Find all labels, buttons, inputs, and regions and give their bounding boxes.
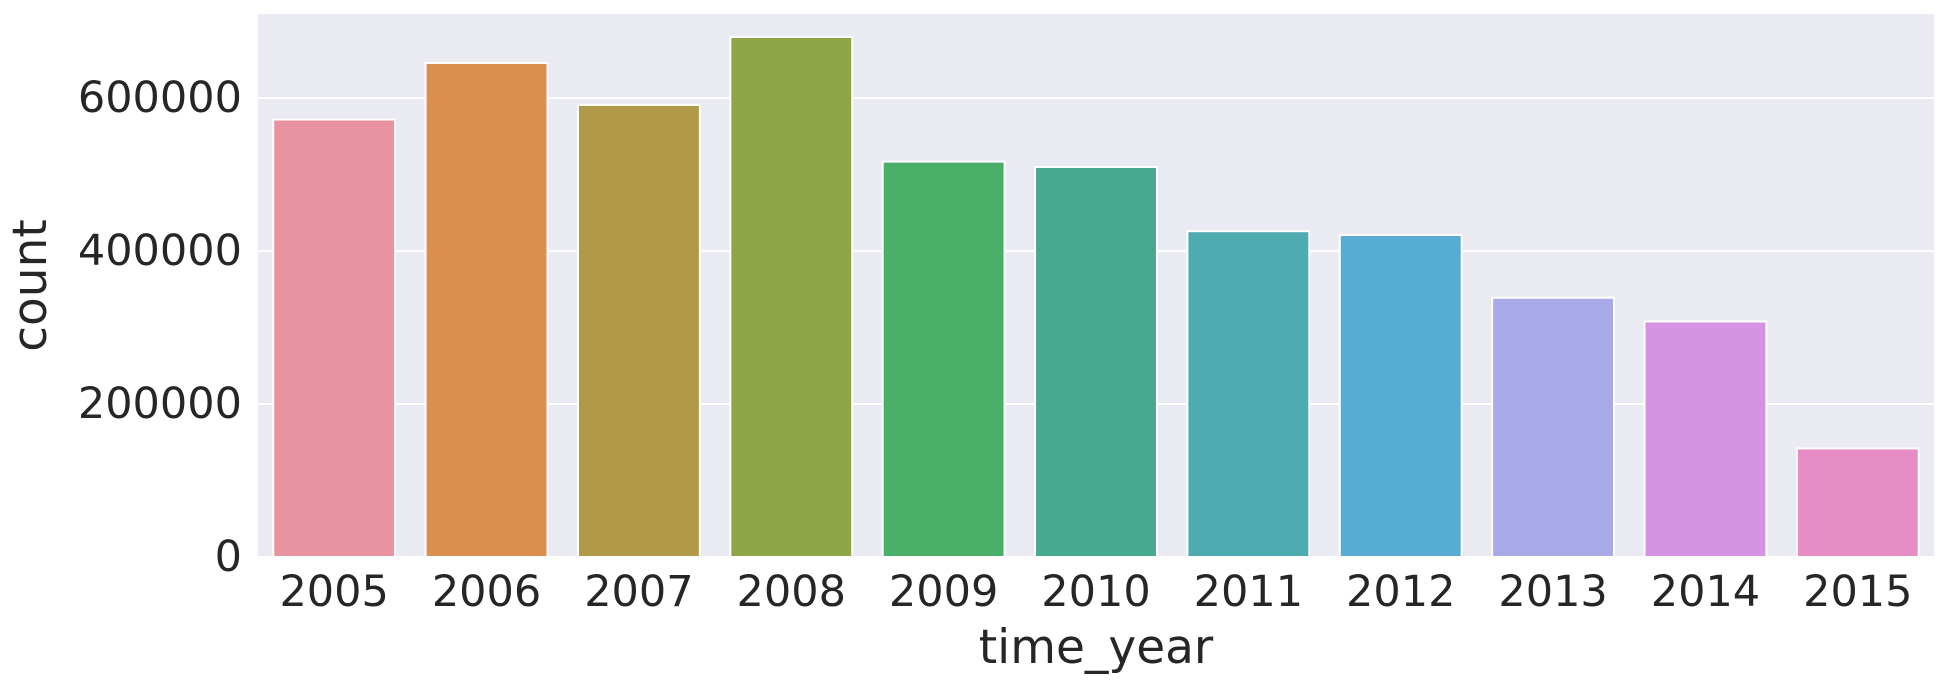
x-tick-label: 2009 [889, 567, 998, 617]
x-tick-label: 2013 [1498, 567, 1607, 617]
y-tick-label: 600000 [78, 73, 242, 123]
x-tick-label: 2015 [1803, 567, 1912, 617]
x-tick-label: 2005 [279, 567, 388, 617]
x-tick-label: 2008 [737, 567, 846, 617]
bar-2010 [1034, 165, 1158, 559]
bars [272, 35, 1920, 559]
bar-2012 [1338, 234, 1463, 558]
x-tick-label: 2006 [432, 567, 541, 617]
bar-2006 [424, 61, 549, 559]
bar-2014 [1643, 320, 1768, 558]
x-tick-label: 2011 [1194, 567, 1303, 617]
x-tick-label: 2012 [1346, 567, 1455, 617]
y-tick-label: 200000 [78, 379, 242, 429]
y-tick-labels: 0 200000 400000 600000 [78, 73, 242, 582]
bar-2015 [1795, 447, 1920, 558]
y-tick-label: 400000 [78, 226, 242, 276]
x-tick-labels: 2005 2006 2007 2008 2009 2010 2011 2012 2013 2014… [279, 567, 1912, 617]
bar-2009 [881, 160, 1006, 559]
y-axis-label: count [3, 219, 58, 352]
bar-2013 [1491, 296, 1616, 558]
bar-2007 [576, 104, 701, 558]
bar-2011 [1186, 230, 1311, 558]
bar-2005 [272, 118, 397, 559]
y-tick-label: 0 [215, 532, 242, 582]
x-tick-label: 2010 [1041, 567, 1150, 617]
x-tick-label: 2014 [1651, 567, 1760, 617]
x-tick-label: 2007 [584, 567, 693, 617]
x-axis-label: time_year [979, 620, 1214, 675]
bar-2008 [729, 35, 854, 558]
